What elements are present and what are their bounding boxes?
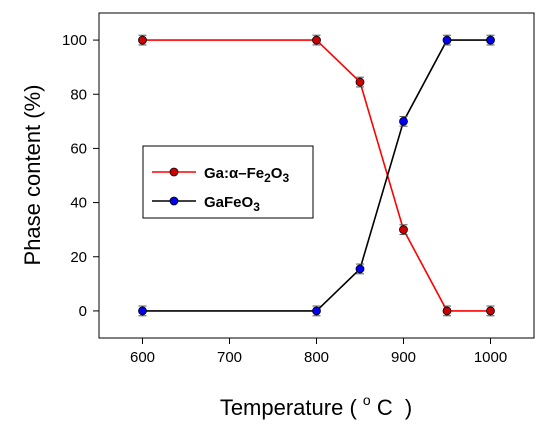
series-1 [138,34,495,317]
legend-label-gafeo3-part1: GaFeO [204,194,254,211]
x-tick-label: 1000 [474,349,507,366]
x-axis: 600 700 800 900 1000 [130,338,507,366]
legend-label-ga-fe2o3: Ga:α–Fe2O3 [204,165,289,185]
data-point [486,35,495,45]
y-tick-label: 40 [70,195,87,212]
y-axis-title: Phase content (%) [20,85,45,266]
legend-box [142,145,314,219]
series-layer [138,34,495,317]
y-tick-label: 60 [70,140,87,157]
x-axis-unit-degree: o [363,392,371,408]
data-point [312,35,321,45]
y-axis: 0 20 40 60 80 100 [62,32,99,320]
legend-label-ga-fe2o3-part1: Ga:α–Fe [204,165,264,182]
y-tick-label: 100 [62,32,87,49]
data-point [312,306,321,316]
legend-label-ga-fe2o3-sub2: 3 [282,171,289,185]
y-tick-label: 20 [70,249,87,266]
legend: Ga:α–Fe2O3 GaFeO3 [142,145,314,219]
series-line [142,39,491,312]
data-point [138,35,147,45]
x-axis-unit-open: ( [349,395,357,420]
data-point [399,225,408,235]
data-point [442,35,452,45]
x-tick-label: 700 [217,349,242,366]
legend-marker-ga-fe2o3 [169,167,179,177]
data-point [355,264,365,274]
legend-label-gafeo3: GaFeO3 [204,194,260,214]
data-point [138,306,147,316]
x-tick-label: 800 [304,349,329,366]
y-tick-label: 0 [79,303,87,320]
legend-marker-gafeo3 [169,196,179,206]
data-point [442,306,452,316]
x-axis-unit-close: ) [405,395,412,420]
x-axis-title: Temperature ( o C ) [220,385,412,420]
x-axis-unit-letter: C [377,395,393,420]
data-point [355,77,365,87]
legend-label-gafeo3-sub1: 3 [253,200,260,214]
data-point [486,306,495,316]
legend-label-ga-fe2o3-part2: O [271,165,283,182]
data-point [399,116,408,126]
series-0 [138,34,495,317]
y-tick-label: 80 [70,86,87,103]
x-axis-title-text: Temperature [220,395,344,420]
x-tick-label: 900 [391,349,416,366]
legend-label-ga-fe2o3-sub1: 2 [264,171,271,185]
x-tick-label: 600 [130,349,155,366]
series-line [142,39,491,312]
